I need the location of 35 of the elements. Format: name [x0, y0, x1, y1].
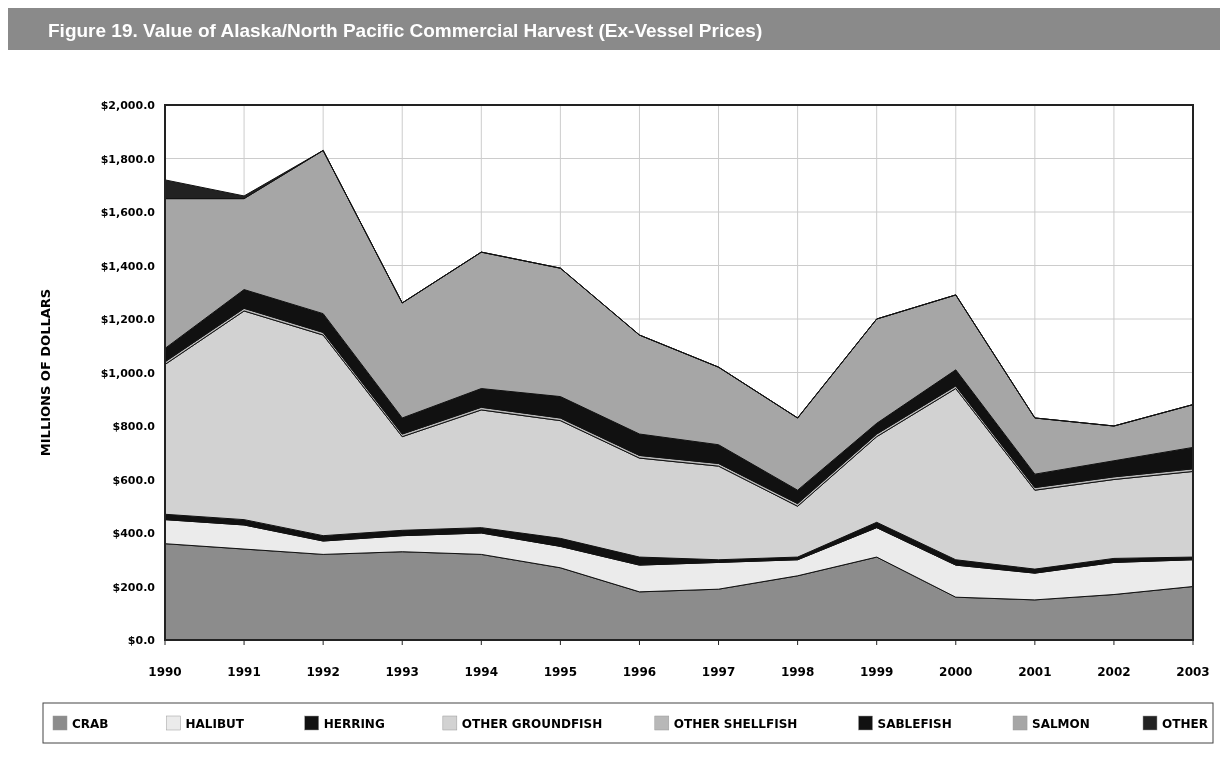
x-tick-label: 1991: [227, 665, 261, 679]
y-tick-label: $800.0: [112, 420, 156, 433]
x-tick-label: 1998: [780, 665, 815, 679]
x-tick-label: 1995: [543, 665, 578, 679]
y-tick-label: $400.0: [112, 527, 156, 540]
x-tick-label: 2002: [1097, 665, 1131, 679]
y-tick-label: $1,000.0: [100, 366, 156, 380]
y-tick-label: $2,000.0: [100, 99, 156, 112]
legend-label: OTHER GROUNDFISH: [461, 717, 603, 731]
y-tick-label: $1,400.0: [100, 259, 156, 273]
legend-label: CRAB: [72, 717, 109, 731]
x-tick-label: 1994: [464, 665, 499, 679]
y-tick-label: $1,200.0: [100, 313, 156, 326]
legend-label: OTHER SHELLFISH: [673, 717, 798, 731]
x-tick-label: 2001: [1018, 665, 1052, 679]
x-tick-label: 2003: [1176, 665, 1210, 679]
x-tick-label: 1999: [859, 665, 894, 679]
chart-title: Figure 19. Value of Alaska/North Pacific Commercial Harvest (Ex-Vessel Prices): [48, 20, 763, 41]
x-tick-label: 1992: [306, 665, 340, 679]
y-tick-label: $200.0: [112, 580, 156, 594]
legend-label: SALMON: [1032, 717, 1090, 731]
y-axis-title: MILLIONS OF DOLLARS: [38, 288, 53, 457]
x-tick-label: 1996: [622, 665, 657, 679]
x-tick-label: 1997: [701, 665, 736, 679]
legend-label: SABLEFISH: [877, 717, 952, 731]
x-tick-label: 1990: [148, 665, 182, 679]
y-tick-label: $1,800.0: [100, 152, 156, 166]
x-tick-label: 2000: [939, 665, 973, 679]
x-tick-label: 1993: [385, 665, 419, 679]
legend-label: HERRING: [323, 717, 385, 731]
legend-label: HALIBUT: [185, 717, 245, 731]
y-tick-label: $1,600.0: [100, 206, 156, 219]
y-tick-label: $0.0: [127, 634, 156, 647]
legend-label: OTHER: [1162, 717, 1208, 731]
y-tick-label: $600.0: [112, 473, 156, 487]
